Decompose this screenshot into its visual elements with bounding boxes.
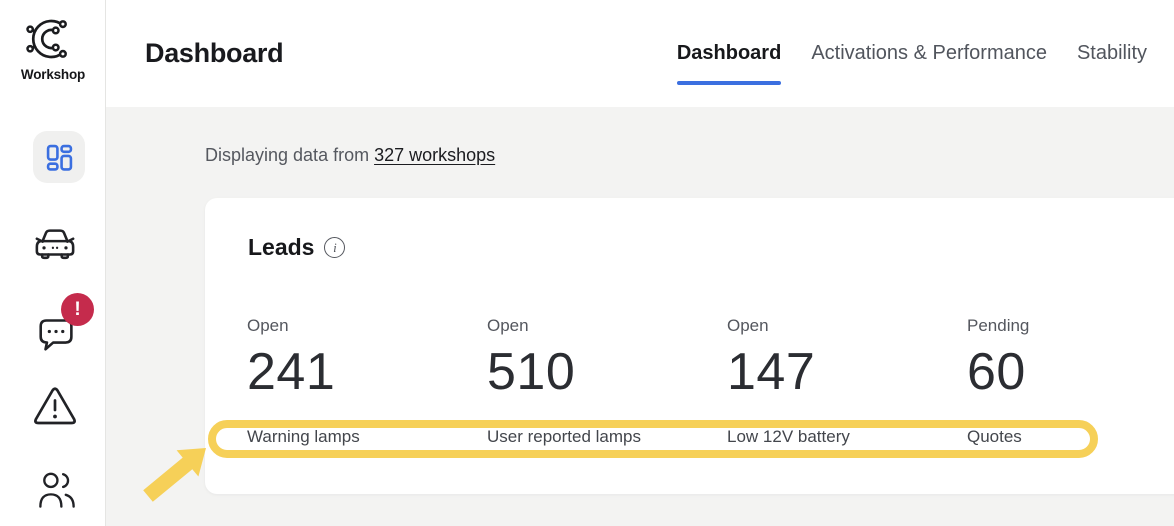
tab-activations-performance[interactable]: Activations & Performance <box>811 42 1047 64</box>
leads-stats-row: Open 241 Open 510 Open 147 Pending 60 <box>247 316 1174 398</box>
stat-low-12v-battery: Open 147 <box>727 316 967 398</box>
stat-status: Open <box>487 316 529 335</box>
stat-status: Pending <box>967 316 1030 335</box>
workshop-logo-icon <box>26 19 67 59</box>
dashboard-grid-icon <box>46 144 72 171</box>
stat-value: 147 <box>727 343 816 401</box>
stat-status: Open <box>247 316 289 335</box>
stat-label: Warning lamps <box>247 427 360 446</box>
warning-triangle-icon <box>34 387 76 425</box>
stat-value: 241 <box>247 343 336 401</box>
data-source-line: Displaying data from 327 workshops <box>205 145 495 166</box>
leads-card: Leads i Open 241 Open 510 Open 147 Pendi… <box>205 198 1174 494</box>
stat-status: Open <box>727 316 769 335</box>
tab-bar: Dashboard Activations & Performance Stab… <box>676 0 1147 107</box>
stat-value: 510 <box>487 343 576 401</box>
sidebar-item-users[interactable] <box>31 464 83 516</box>
stat-warning-lamps: Open 241 <box>247 316 487 398</box>
tab-dashboard[interactable]: Dashboard <box>676 0 782 107</box>
data-source-text: Displaying data from <box>205 145 375 165</box>
sidebar-item-dashboard[interactable] <box>33 131 85 183</box>
leads-card-title: Leads <box>248 234 315 260</box>
info-icon[interactable]: i <box>324 237 346 258</box>
sidebar: Workshop <box>0 0 106 526</box>
notification-badge: ! <box>61 293 94 326</box>
leads-labels-row: Warning lamps User reported lamps Low 12… <box>247 427 1174 447</box>
stat-label: Quotes <box>967 427 1022 446</box>
stat-label: User reported lamps <box>487 427 642 446</box>
brand-label: Workshop <box>20 67 86 82</box>
stat-value: 60 <box>967 343 1026 401</box>
stat-label: Low 12V battery <box>727 427 850 446</box>
tab-stability[interactable]: Stability <box>1076 42 1147 64</box>
page-header: Dashboard Dashboard Activations & Perfor… <box>106 0 1174 107</box>
stat-quotes: Pending 60 <box>967 316 1174 398</box>
page-title: Dashboard <box>145 38 284 68</box>
workshop-logo[interactable]: Workshop <box>0 12 106 82</box>
sidebar-item-vehicles[interactable] <box>29 218 81 270</box>
stat-user-reported-lamps: Open 510 <box>487 316 727 398</box>
car-icon <box>35 229 75 260</box>
users-icon <box>39 472 75 508</box>
workshops-count-link[interactable]: 327 workshops <box>374 145 496 165</box>
sidebar-item-alerts[interactable] <box>29 380 81 432</box>
leads-card-header: Leads i <box>248 234 346 261</box>
